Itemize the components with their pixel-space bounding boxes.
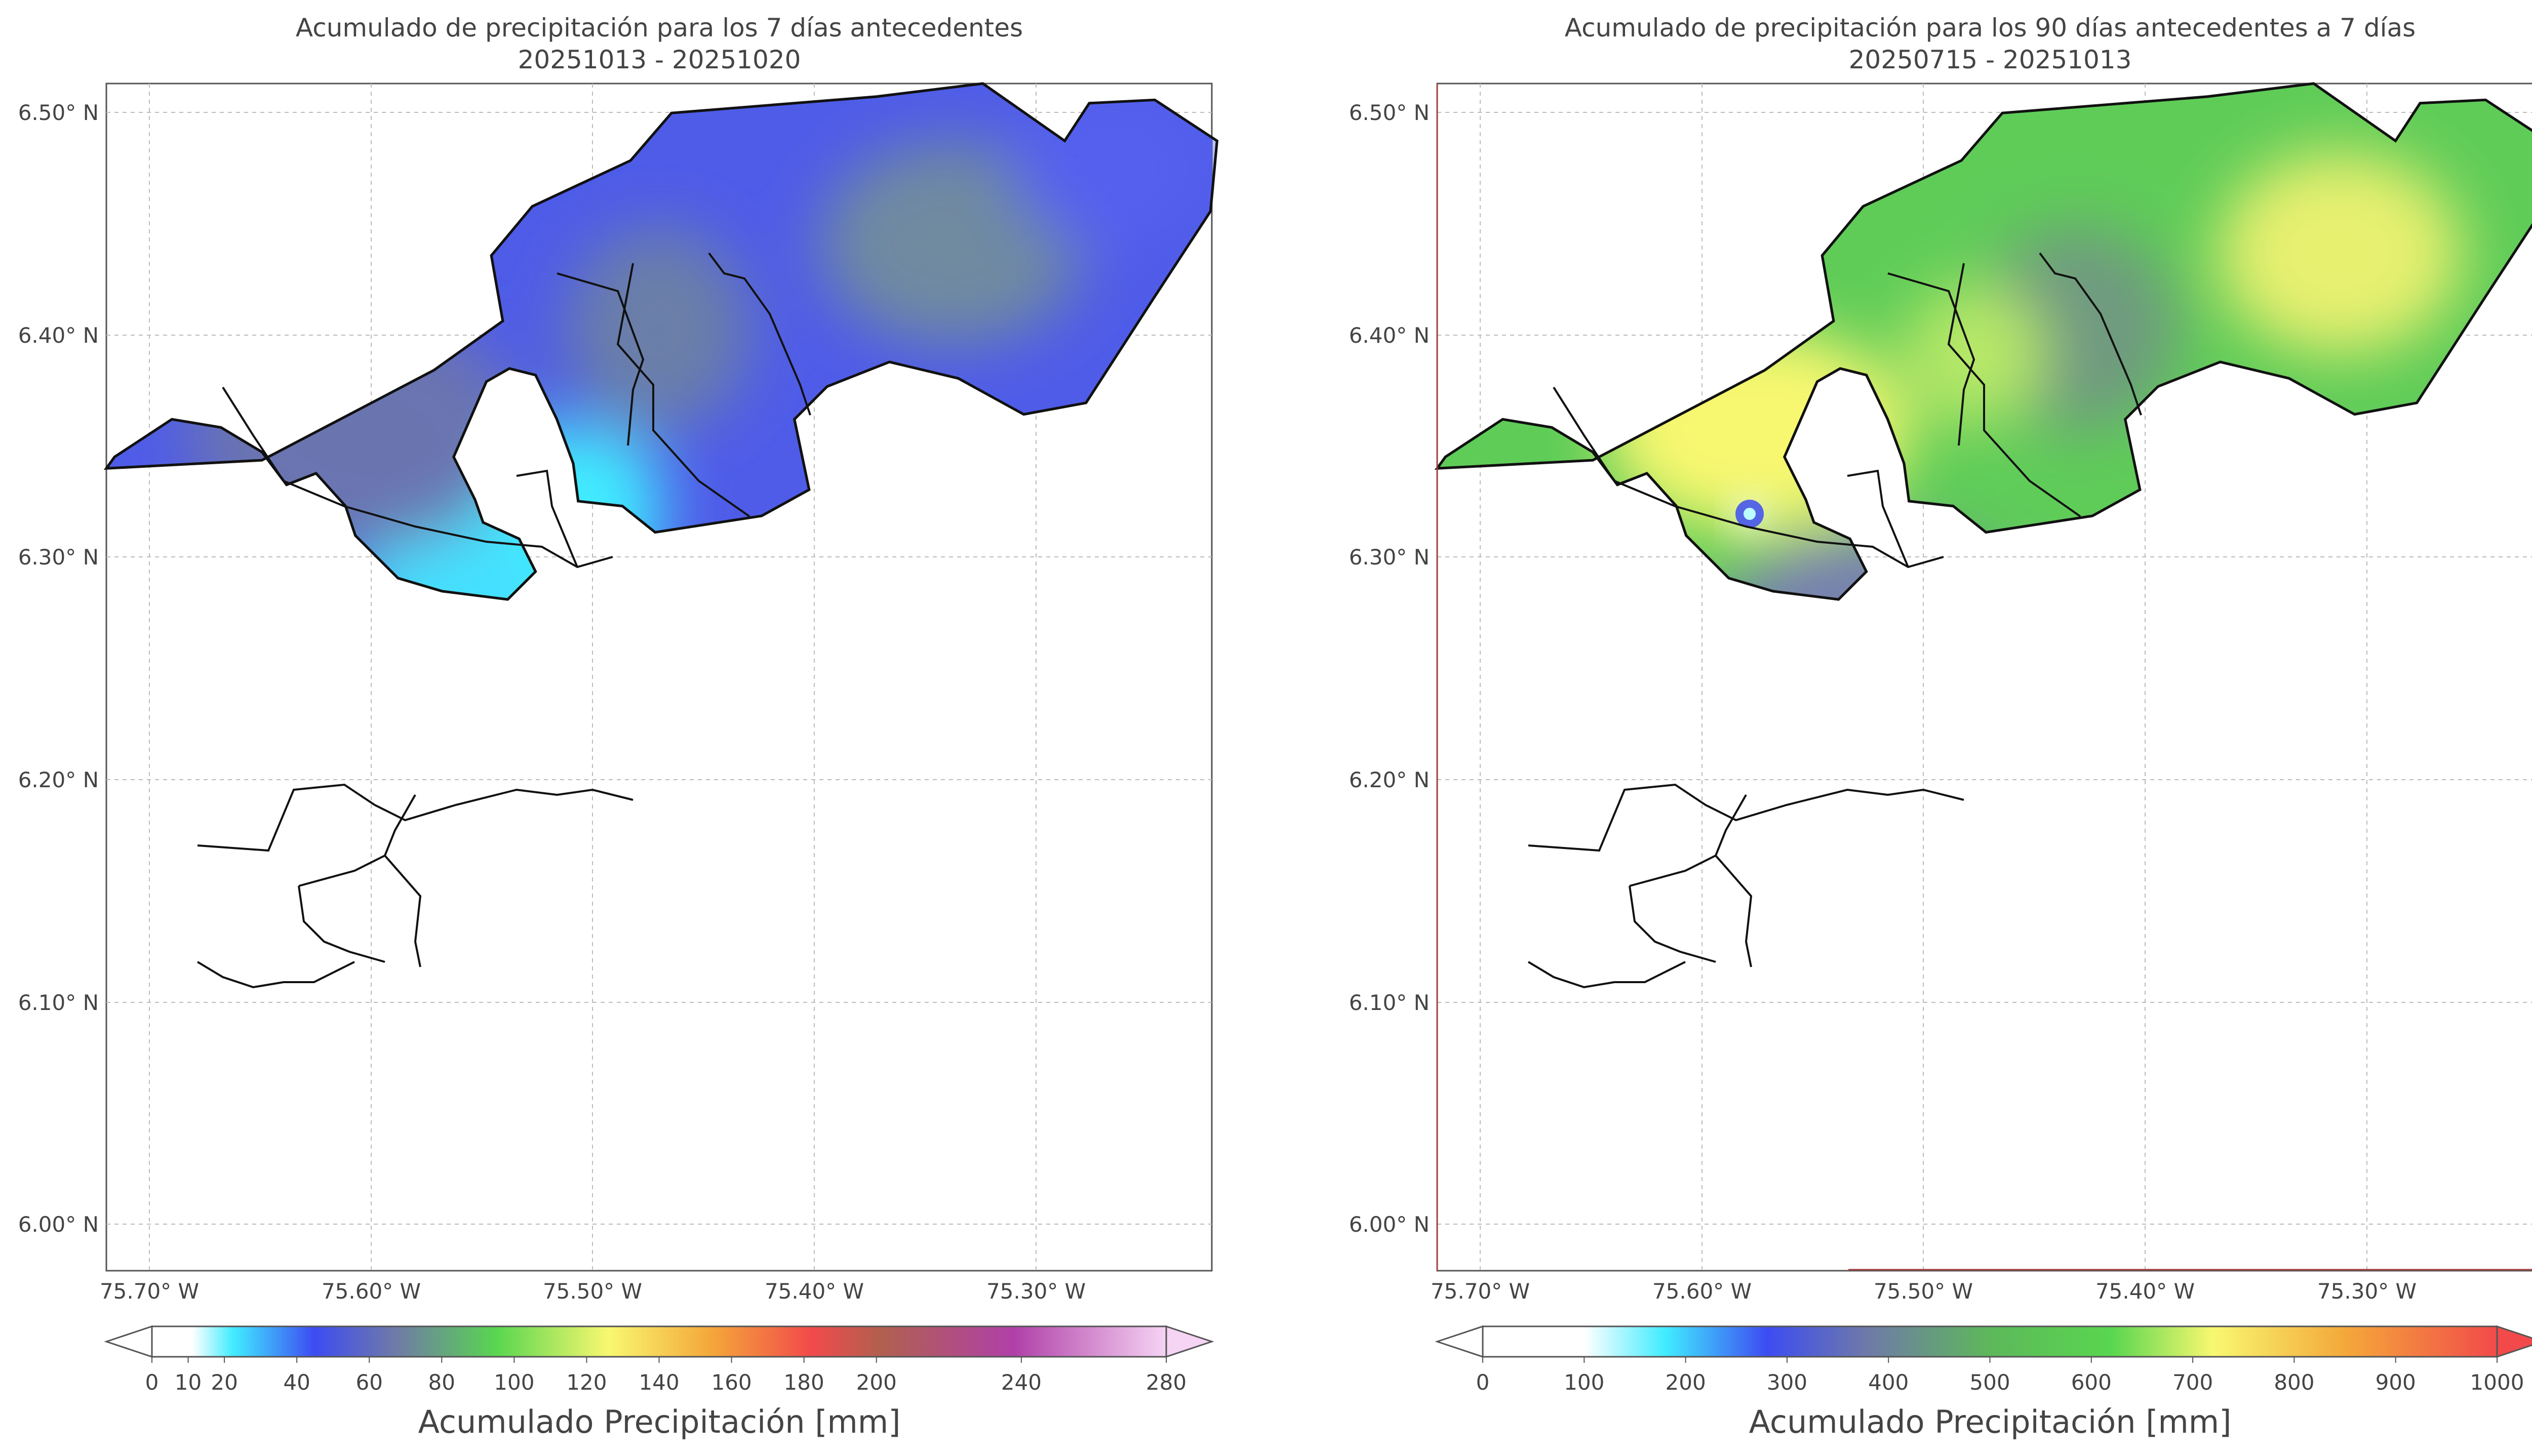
colorbar-tick-label: 100 (494, 1370, 534, 1395)
longitude-ticks: 75.70° W 75.60° W 75.50° W 75.40° W 75.3… (100, 1279, 1086, 1304)
colorbar-extend-low (104, 1325, 153, 1358)
lat-tick: 6.00° N (18, 1212, 99, 1237)
panel-title-line2: 20250715 - 20251013 (1849, 45, 2132, 74)
lon-tick: 75.40° W (2095, 1279, 2195, 1304)
colorbar-tick-label: 800 (2274, 1370, 2314, 1395)
colorbar-tick-label: 280 (1146, 1370, 1186, 1395)
lon-tick: 75.60° W (322, 1279, 421, 1304)
lat-tick: 6.10° N (1349, 990, 1430, 1015)
colorbar-tick-label: 10 (175, 1370, 202, 1395)
colorbar-tick-label: 20 (211, 1370, 238, 1395)
colorbar-tick-label: 400 (1868, 1370, 1909, 1395)
lon-tick: 75.40° W (765, 1279, 864, 1304)
lat-tick: 6.50° N (1349, 100, 1430, 125)
lat-tick: 6.40° N (1349, 323, 1430, 348)
municipal-boundaries (196, 252, 811, 989)
colorbar-tick-label: 200 (856, 1370, 897, 1395)
lon-tick: 75.30° W (2317, 1279, 2417, 1304)
panel-title-line1: Acumulado de precipitación para los 7 dí… (296, 13, 1023, 43)
colorbar-label: Acumulado Precipitación [mm] (1749, 1403, 2232, 1440)
lat-tick: 6.50° N (18, 100, 99, 125)
lat-tick: 6.20° N (1349, 767, 1430, 792)
colorbar-label: Acumulado Precipitación [mm] (418, 1403, 901, 1440)
colorbar: 0 100 200 300 400 500 600 700 800 900 1000 Acumula… (1435, 1325, 2532, 1440)
lon-tick: 75.60° W (1652, 1279, 1752, 1304)
panel-title-line2: 20251013 - 20251020 (518, 45, 801, 74)
colorbar-tick-label: 40 (283, 1370, 310, 1395)
lat-tick: 6.30° N (1349, 545, 1430, 570)
lon-tick: 75.30° W (986, 1279, 1086, 1304)
latitude-ticks: 6.50° N 6.40° N 6.30° N 6.20° N 6.10° N … (18, 100, 99, 1237)
lat-tick: 6.20° N (18, 767, 99, 792)
colorbar-tick-label: 80 (428, 1370, 455, 1395)
lon-tick: 75.70° W (100, 1279, 199, 1304)
colorbar-extend-high (2496, 1325, 2532, 1358)
colorbar-tick-label: 140 (639, 1370, 679, 1395)
colorbar-tick-label: 200 (1666, 1370, 1706, 1395)
colorbar-ticks: 0 100 200 300 400 500 600 700 800 900 1000 (1476, 1357, 2524, 1395)
lat-tick: 6.30° N (18, 545, 99, 570)
latitude-ticks: 6.50° N 6.40° N 6.30° N 6.20° N 6.10° N … (1349, 100, 1430, 1237)
panel-title-line1: Acumulado de precipitación para los 90 d… (1565, 13, 2416, 43)
lat-tick: 6.40° N (18, 323, 99, 348)
colorbar-tick-label: 60 (355, 1370, 382, 1395)
colorbar-gradient (151, 1325, 1167, 1358)
lon-tick: 75.50° W (543, 1279, 642, 1304)
colorbar-tick-label: 900 (2376, 1370, 2416, 1395)
colorbar: 0 10 20 40 60 80 100 120 140 160 180 200 240 280 Acum… (104, 1325, 1214, 1440)
map-panel-7-days: Acumulado de precipitación para los 7 dí… (18, 13, 1217, 1440)
colorbar-extend-high (1165, 1325, 1214, 1358)
colorbar-gradient (1482, 1325, 2498, 1358)
colorbar-tick-label: 160 (711, 1370, 751, 1395)
lon-tick: 75.70° W (1431, 1279, 1530, 1304)
colorbar-tick-label: 120 (566, 1370, 607, 1395)
colorbar-ticks: 0 10 20 40 60 80 100 120 140 160 180 200 240 280 (145, 1357, 1186, 1395)
lat-tick: 6.00° N (1349, 1212, 1430, 1237)
colorbar-tick-label: 1000 (2470, 1370, 2524, 1395)
map-panel-90-days: Acumulado de precipitación para los 90 d… (1349, 13, 2532, 1440)
municipal-boundaries (1527, 252, 2142, 989)
colorbar-tick-label: 500 (1969, 1370, 2010, 1395)
colorbar-tick-label: 180 (784, 1370, 824, 1395)
colorbar-extend-low (1435, 1325, 1484, 1358)
colorbar-tick-label: 600 (2071, 1370, 2112, 1395)
lat-tick: 6.10° N (18, 990, 99, 1015)
colorbar-tick-label: 0 (145, 1370, 159, 1395)
colorbar-tick-label: 100 (1564, 1370, 1604, 1395)
colorbar-tick-label: 700 (2172, 1370, 2213, 1395)
colorbar-tick-label: 300 (1767, 1370, 1807, 1395)
colorbar-tick-label: 240 (1001, 1370, 1042, 1395)
longitude-ticks: 75.70° W 75.60° W 75.50° W 75.40° W 75.3… (1431, 1279, 2417, 1304)
colorbar-tick-label: 0 (1476, 1370, 1490, 1395)
lon-tick: 75.50° W (1874, 1279, 1973, 1304)
